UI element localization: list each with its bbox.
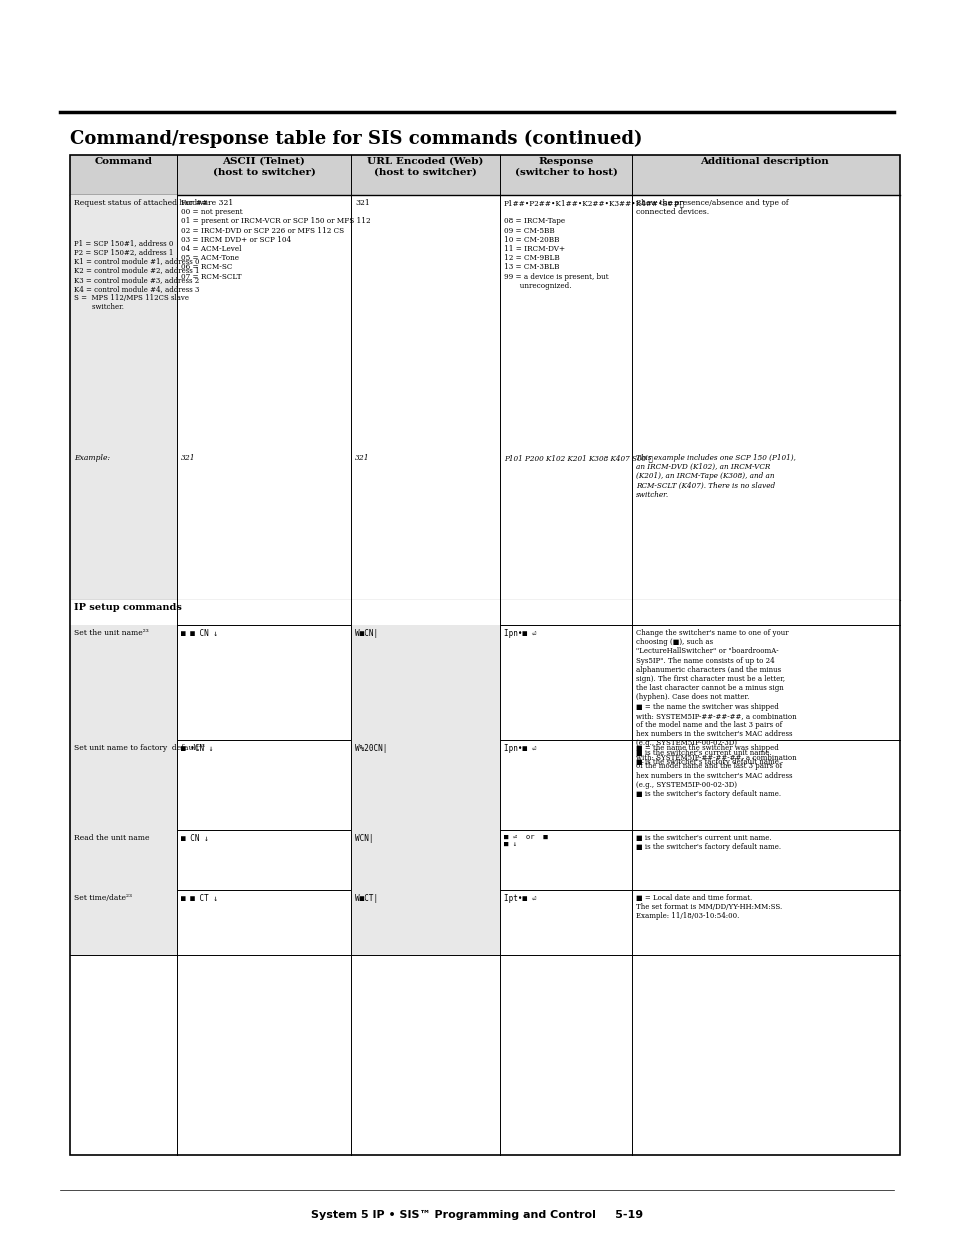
Text: Ipt•■ ⏎: Ipt•■ ⏎ — [503, 894, 536, 903]
Bar — [70, 890, 177, 955]
Text: ■ ■ CT ↓: ■ ■ CT ↓ — [181, 894, 218, 903]
Text: 321: 321 — [181, 454, 195, 462]
Bar — [70, 740, 177, 830]
Text: W%20CN|: W%20CN| — [355, 743, 387, 753]
Text: ASCII (Telnet)
(host to switcher): ASCII (Telnet) (host to switcher) — [213, 157, 315, 177]
Text: ■ = the name the switcher was shipped
with: SYSTEM5IP-##-##-##, a combination
of: ■ = the name the switcher was shipped wi… — [636, 743, 796, 798]
Text: W■CT|: W■CT| — [355, 894, 377, 903]
Text: System 5 IP • SIS™ Programming and Control     5-19: System 5 IP • SIS™ Programming and Contr… — [311, 1210, 642, 1220]
Bar — [70, 195, 177, 600]
Text: Additional description: Additional description — [700, 157, 828, 165]
Bar — [70, 600, 899, 625]
Text: Set the unit name²³: Set the unit name²³ — [74, 629, 149, 637]
Text: Show the presence/absence and type of
connected devices.: Show the presence/absence and type of co… — [636, 199, 788, 216]
Text: Read the unit name: Read the unit name — [74, 834, 150, 842]
Text: ■ = Local date and time format.
The set format is MM/DD/YY-HH:MM:SS.
Example: 11: ■ = Local date and time format. The set … — [636, 894, 781, 920]
Bar — [70, 156, 899, 1155]
Bar — [70, 156, 899, 195]
Text: Change the switcher's name to one of your
choosing (■), such as
"LectureHallSwit: Change the switcher's name to one of you… — [636, 629, 796, 766]
Text: P1 = SCP 150#1, address 0
P2 = SCP 150#2, address 1
K1 = control module #1, addr: P1 = SCP 150#1, address 0 P2 = SCP 150#2… — [74, 240, 199, 311]
Text: Set time/date²³: Set time/date²³ — [74, 894, 132, 902]
Text: ■ •CN ↓: ■ •CN ↓ — [181, 743, 213, 753]
Text: WCN|: WCN| — [355, 834, 374, 844]
Text: ■ CN ↓: ■ CN ↓ — [181, 834, 209, 844]
Text: IP setup commands: IP setup commands — [74, 603, 182, 613]
Text: Example:: Example: — [74, 454, 110, 462]
Bar — [351, 890, 499, 955]
Text: Command/response table for SIS commands (continued): Command/response table for SIS commands … — [70, 130, 641, 148]
Text: ■ ■ CN ↓: ■ ■ CN ↓ — [181, 629, 218, 638]
Text: ■ is the switcher's current unit name.
■ is the switcher's factory default name.: ■ is the switcher's current unit name. ■… — [636, 834, 781, 851]
Bar — [70, 830, 177, 890]
Text: Set unit name to factory  default²³: Set unit name to factory default²³ — [74, 743, 205, 752]
Bar — [351, 830, 499, 890]
Bar — [351, 625, 499, 740]
Bar — [351, 740, 499, 830]
Text: P1##•P2##•K1##•K2##•K3##•K4##•S##⏎

08 = IRCM-Tape
09 = CM-5BB
10 = CM-20BB
11 =: P1##•P2##•K1##•K2##•K3##•K4##•S##⏎ 08 = … — [503, 199, 684, 290]
Text: 321: 321 — [355, 199, 370, 207]
Text: Ipn•■ ⏎: Ipn•■ ⏎ — [503, 743, 536, 753]
Text: 321: 321 — [355, 454, 369, 462]
Text: P101 P200 K102 K201 K308 K407 S00 ⏎: P101 P200 K102 K201 K308 K407 S00 ⏎ — [503, 454, 652, 462]
Text: ■ ⏎  or  ■
■ ↓: ■ ⏎ or ■ ■ ↓ — [503, 834, 547, 847]
Text: URL Encoded (Web)
(host to switcher): URL Encoded (Web) (host to switcher) — [367, 157, 483, 177]
Text: For ##:
00 = not present
01 = present or IRCM-VCR or SCP 150 or MFS 112
02 = IRC: For ##: 00 = not present 01 = present or… — [181, 199, 370, 280]
Text: This example includes one SCP 150 (P101),
an IRCM-DVD (K102), an IRCM-VCR
(K201): This example includes one SCP 150 (P101)… — [636, 454, 795, 499]
Text: W■CN|: W■CN| — [355, 629, 377, 638]
Text: Request status of attached hardware 321: Request status of attached hardware 321 — [74, 199, 233, 207]
Text: Response
(switcher to host): Response (switcher to host) — [514, 157, 617, 177]
Text: Ipn•■ ⏎: Ipn•■ ⏎ — [503, 629, 536, 638]
Bar — [70, 625, 177, 740]
Text: Command: Command — [94, 157, 152, 165]
